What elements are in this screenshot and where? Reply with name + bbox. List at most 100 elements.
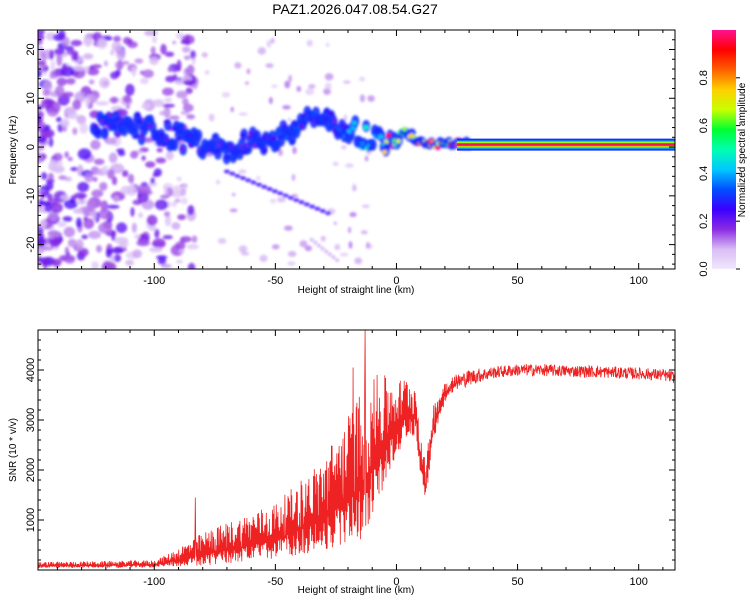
noise-blob	[176, 59, 182, 72]
snr-ytick-label: 2000	[25, 458, 37, 482]
noise-blob	[223, 169, 230, 174]
noise-blob	[154, 228, 160, 239]
noise-blob	[345, 163, 354, 168]
noise-blob	[39, 219, 47, 229]
noise-blob	[79, 122, 88, 134]
noise-blob	[52, 153, 63, 162]
ridge-blob	[133, 134, 139, 139]
spectrogram-ytick-label: -20	[25, 237, 37, 253]
ridge-blob	[292, 130, 298, 136]
noise-blob	[176, 90, 188, 99]
noise-blob	[162, 235, 173, 240]
noise-blob	[46, 193, 53, 201]
noise-blob	[160, 43, 167, 55]
colorbar-tick-label: 0.8	[698, 70, 710, 85]
colorbar-ticks: 0.0 0.2 0.4 0.6 0.8	[698, 70, 740, 277]
noise-blob	[201, 52, 208, 58]
noise-blob	[172, 40, 176, 45]
ridge-blob	[298, 124, 304, 129]
noise-blob	[42, 246, 54, 251]
ridge-blob	[172, 126, 178, 131]
noise-blob	[192, 83, 198, 90]
noise-blob	[183, 68, 192, 76]
noise-blob	[113, 195, 120, 203]
noise-blob	[299, 240, 308, 248]
noise-blob	[38, 104, 44, 111]
spectrogram-ytick-label: 20	[25, 43, 37, 55]
noise-blob	[282, 193, 289, 198]
noise-blob	[159, 194, 170, 199]
noise-blob	[131, 222, 137, 234]
noise-blob	[287, 250, 297, 257]
noise-blob	[296, 85, 302, 92]
noise-blob	[141, 155, 146, 161]
noise-blob	[63, 226, 76, 238]
noise-blob	[182, 103, 194, 112]
noise-blob	[72, 99, 82, 110]
noise-blob	[324, 249, 329, 254]
spectrogram-content	[38, 30, 675, 269]
ridge-blob	[194, 132, 200, 138]
noise-blob	[349, 212, 357, 218]
noise-blob	[49, 70, 55, 77]
snr-xtick-label: 0	[393, 576, 399, 588]
noise-blob	[45, 180, 54, 191]
ridge-blob	[224, 155, 230, 160]
noise-blob	[171, 222, 181, 230]
spectrogram-ytick-label: -10	[25, 188, 37, 204]
noise-blob	[155, 157, 167, 164]
noise-blob	[57, 221, 67, 228]
noise-blob	[38, 261, 42, 269]
noise-blob	[99, 182, 108, 191]
noise-blob	[304, 245, 313, 252]
noise-blob	[162, 87, 174, 96]
noise-blob	[238, 245, 248, 253]
noise-blob	[84, 172, 94, 183]
noise-blob	[165, 150, 174, 161]
noise-blob	[335, 258, 340, 263]
noise-blob	[156, 147, 163, 153]
noise-blob	[268, 96, 273, 105]
noise-blob	[56, 116, 62, 123]
ridge-blob	[328, 111, 334, 116]
noise-blob	[111, 176, 118, 186]
noise-blob	[64, 151, 69, 159]
noise-blob	[38, 249, 43, 257]
noise-blob	[134, 234, 141, 239]
spectrogram-ylabel: Frequency (Hz)	[8, 116, 19, 185]
noise-blob	[305, 88, 315, 96]
noise-blob	[366, 241, 370, 249]
noise-blob	[159, 110, 165, 116]
ridge-blob	[252, 132, 258, 138]
noise-blob	[234, 62, 242, 69]
noise-blob	[178, 248, 185, 254]
noise-blob	[162, 103, 175, 108]
noise-blob	[108, 152, 118, 164]
noise-blob	[44, 202, 53, 212]
ridge-blob	[136, 119, 142, 124]
ridge-blob	[351, 120, 357, 126]
noise-blob	[316, 243, 321, 248]
noise-blob	[293, 197, 300, 202]
noise-blob	[320, 246, 325, 251]
noise-blob	[148, 181, 158, 188]
noise-blob	[38, 61, 47, 66]
noise-blob	[261, 184, 268, 189]
snr-xlabel: Height of straight line (km)	[298, 585, 415, 596]
noise-blob	[84, 96, 91, 107]
noise-blob	[86, 199, 96, 212]
noise-blob	[110, 262, 117, 269]
ridge-blob	[363, 125, 369, 130]
noise-blob	[266, 39, 272, 48]
noise-blob	[131, 66, 137, 77]
noise-blob	[182, 79, 196, 86]
noise-blob	[75, 238, 84, 251]
noise-blob	[186, 244, 200, 250]
ridge-blob	[179, 146, 185, 152]
noise-blob	[358, 76, 366, 82]
noise-blob	[217, 237, 227, 244]
noise-blob	[361, 204, 370, 209]
noise-blob	[164, 215, 172, 227]
